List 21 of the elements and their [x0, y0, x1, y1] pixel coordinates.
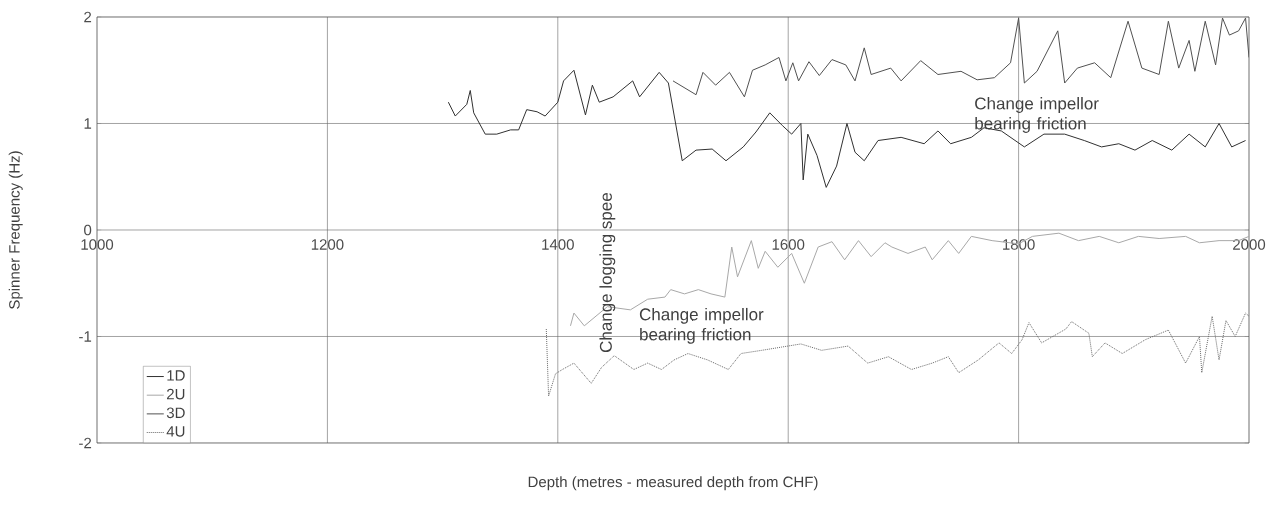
x-tick-label: 1200: [311, 239, 344, 250]
x-axis-title: Depth (metres - measured depth from CHF): [528, 476, 818, 491]
y-tick-label: 2: [84, 11, 92, 23]
y-tick-label: 1: [84, 118, 92, 129]
y-tick-label: -2: [79, 437, 92, 449]
annotation: Change logging spee: [599, 193, 616, 353]
legend-label: 3D: [166, 407, 185, 419]
legend-label: 4U: [166, 426, 185, 437]
x-tick-label: 2000: [1233, 239, 1266, 250]
legend-label: 1D: [167, 370, 185, 381]
annotation: Change impellor bearing friction: [639, 307, 764, 344]
x-tick-label: 1800: [1003, 239, 1035, 250]
y-tick-label: -1: [79, 331, 92, 342]
x-tick-label: 1600: [772, 239, 805, 250]
x-tick-label: 1000: [81, 239, 114, 250]
annotation: Change impellor bearing friction: [975, 97, 1099, 133]
line-series: [447, 69, 1247, 188]
y-axis-title: Spinner Frequency (Hz): [8, 151, 23, 309]
y-tick-label: 0: [84, 224, 92, 236]
legend-label: 2U: [167, 388, 185, 400]
x-tick-label: 1400: [542, 239, 574, 250]
